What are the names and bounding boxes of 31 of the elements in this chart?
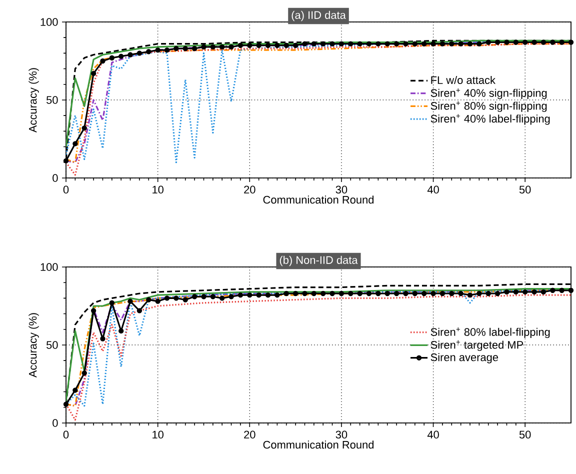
x-tick-label: 30: [336, 430, 348, 438]
y-tick-label: 0: [52, 419, 58, 427]
y-tick-label: 50: [46, 341, 58, 349]
y-tick-label: 0: [52, 174, 58, 182]
x-tick-label: 10: [152, 186, 164, 194]
x-tick-label: 10: [152, 430, 164, 438]
y-tick-label: 100: [40, 263, 58, 271]
y-axis-title: Accuracy (%): [28, 68, 39, 133]
x-tick-label: 50: [519, 430, 531, 438]
x-tick-label: 40: [427, 186, 439, 194]
x-axis-title: Communication Round: [263, 440, 374, 449]
legend-label: Siren$^{+}$ 80% sign-flipping: [430, 101, 547, 112]
x-tick-label: 50: [519, 186, 531, 194]
y-axis-title: Accuracy (%): [28, 313, 39, 378]
y-tick-label: 100: [40, 18, 58, 26]
x-tick-label: 0: [63, 430, 69, 438]
x-axis-title: Communication Round: [263, 196, 374, 204]
x-tick-label: 40: [427, 430, 439, 438]
x-tick-label: 20: [244, 186, 256, 194]
x-tick-label: 20: [244, 430, 256, 438]
legend-label: Siren$^{+}$ targeted MP: [430, 340, 524, 351]
x-tick-label: 30: [336, 186, 348, 194]
chart-title: (a) IID data: [292, 10, 346, 22]
legend-label: FL w/o attack: [431, 76, 496, 84]
legend-label: Siren$^{+}$ 80% label-flipping: [430, 327, 550, 338]
x-tick-label: 0: [63, 186, 69, 194]
legend-label: Siren$^{+}$ 40% label-flipping: [430, 114, 550, 125]
legend-label: Siren$^{+}$ 40% sign-flipping: [430, 88, 547, 100]
chart-title: (b) Non-IID data: [280, 256, 358, 266]
legend-label: Siren average: [430, 353, 498, 364]
y-tick-label: 50: [46, 96, 58, 104]
